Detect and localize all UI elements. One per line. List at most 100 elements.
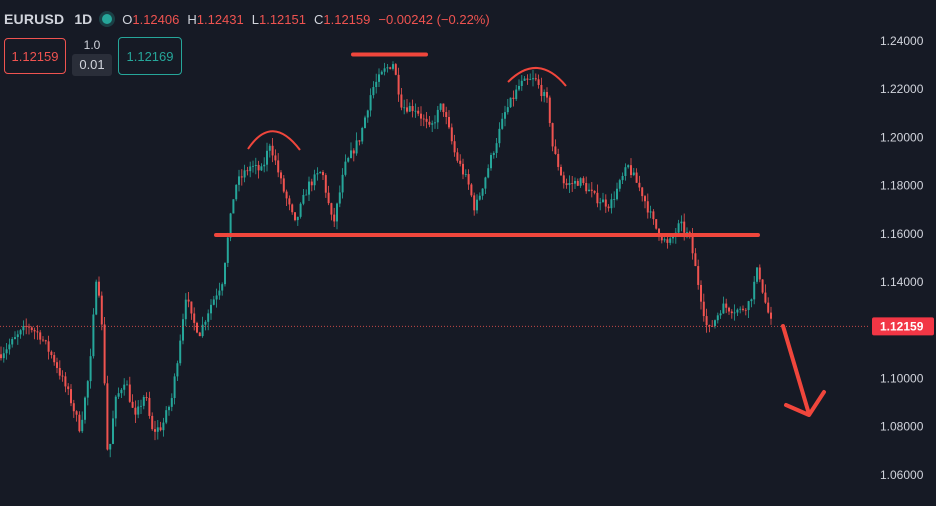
candle-body xyxy=(190,301,193,314)
candle-body xyxy=(165,410,168,423)
candle-body xyxy=(761,279,764,293)
candle-body xyxy=(621,175,624,181)
candle-body xyxy=(680,221,683,224)
candle-body xyxy=(428,121,431,125)
candle-body xyxy=(145,397,148,398)
candle-body xyxy=(274,155,277,161)
candle-body xyxy=(551,123,554,147)
candle-body xyxy=(686,232,688,234)
candle-body xyxy=(495,143,498,153)
y-tick-label: 1.16000 xyxy=(880,227,924,241)
candle-body xyxy=(352,150,355,154)
candle-body xyxy=(84,397,86,420)
candle-body xyxy=(336,203,338,222)
candle-body xyxy=(742,308,744,310)
candle-body xyxy=(8,344,11,350)
candle-body xyxy=(375,81,378,88)
candle-body xyxy=(562,175,565,184)
candle-body xyxy=(767,302,770,313)
candle-body xyxy=(260,166,263,171)
candle-body xyxy=(408,106,411,112)
downtrend-arrow xyxy=(781,324,811,416)
candle-body xyxy=(537,79,540,85)
candle-body xyxy=(358,140,361,142)
candle-body xyxy=(151,415,154,430)
candle-body xyxy=(215,295,218,300)
sell-button[interactable]: 1.12159 xyxy=(4,38,66,74)
candle-body xyxy=(112,418,114,444)
candle-body xyxy=(714,320,716,326)
candle-body xyxy=(445,112,448,118)
candle-body xyxy=(0,354,2,359)
candle-body xyxy=(593,190,596,193)
candle-body xyxy=(506,107,509,113)
last-price-label: 1.12159 xyxy=(880,319,924,333)
candle-body xyxy=(78,414,81,432)
candle-body xyxy=(548,97,551,124)
y-tick-label: 1.22000 xyxy=(880,82,924,96)
candle-body xyxy=(168,406,170,411)
candle-body xyxy=(218,290,221,296)
candle-body xyxy=(518,85,520,90)
candle-body xyxy=(126,384,128,386)
candle-body xyxy=(120,389,123,394)
candle-body xyxy=(579,178,582,186)
candle-body xyxy=(95,281,98,315)
candle-body xyxy=(744,309,747,311)
candle-body xyxy=(758,267,761,280)
candle-body xyxy=(610,199,613,209)
candle-body xyxy=(702,301,705,317)
timeframe-label[interactable]: 1D xyxy=(74,11,93,27)
candle-body xyxy=(268,145,271,151)
candle-body xyxy=(246,170,249,172)
candle-body xyxy=(75,411,78,415)
candle-body xyxy=(392,64,394,69)
candle-body xyxy=(100,295,103,325)
candle-body xyxy=(420,113,422,119)
candle-body xyxy=(22,326,25,331)
spread-box: 1.0 0.01 xyxy=(72,36,112,76)
candle-body xyxy=(770,312,772,319)
candle-body xyxy=(568,183,571,186)
candle-body xyxy=(67,386,70,390)
candle-body xyxy=(487,168,490,178)
candle-body xyxy=(207,313,210,322)
candle-body xyxy=(103,324,106,384)
candle-body xyxy=(266,150,268,165)
quantity-label[interactable]: 1.0 xyxy=(83,38,101,52)
candle-body xyxy=(372,87,375,96)
candle-body xyxy=(613,199,616,200)
candle-body xyxy=(554,146,557,154)
candle-body xyxy=(361,127,364,142)
candle-body xyxy=(585,182,588,192)
candle-body xyxy=(532,78,534,80)
candle-body xyxy=(599,202,602,204)
candle-body xyxy=(504,112,506,119)
candle-body xyxy=(526,78,529,80)
candle-body xyxy=(291,204,294,213)
candle-body xyxy=(652,211,655,220)
candle-body xyxy=(607,206,610,209)
last-price-tag xyxy=(872,317,934,336)
open-value: 1.12406 xyxy=(132,11,180,27)
symbol-name[interactable]: EURUSD xyxy=(4,11,65,27)
candle-body xyxy=(39,332,42,340)
candle-body xyxy=(226,237,229,263)
buy-button[interactable]: 1.12169 xyxy=(118,37,182,75)
candle-body xyxy=(560,166,562,176)
candle-body xyxy=(397,74,400,95)
candle-body xyxy=(333,214,336,222)
spread-value: 0.01 xyxy=(72,54,112,76)
right-shoulder-arc xyxy=(507,66,567,87)
candle-body xyxy=(669,238,672,243)
y-tick-label: 1.14000 xyxy=(880,275,924,289)
y-tick-label: 1.10000 xyxy=(880,371,924,385)
candle-body xyxy=(557,153,560,167)
candle-body xyxy=(282,178,285,192)
candle-body xyxy=(730,311,733,314)
candle-body xyxy=(238,176,240,185)
candle-body xyxy=(5,349,8,354)
y-tick-label: 1.08000 xyxy=(880,420,924,434)
candle-body xyxy=(414,110,417,112)
